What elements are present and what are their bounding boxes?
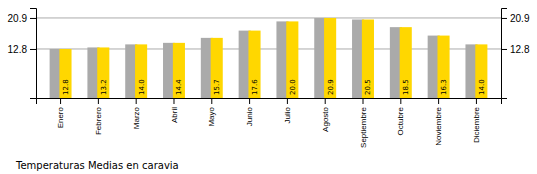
data-label: 14.4 <box>175 79 183 95</box>
tick-mark <box>400 98 401 104</box>
tick: Agosto <box>321 98 330 132</box>
tick-label: Mayo <box>207 106 216 126</box>
tick: Enero <box>56 98 65 128</box>
data-label: 14.0 <box>138 79 146 95</box>
data-label: 20.9 <box>327 79 335 95</box>
bar <box>324 18 336 98</box>
tick: Noviembre <box>434 98 443 146</box>
tick-mark <box>438 98 439 104</box>
bar <box>59 49 71 98</box>
tick-mark <box>476 98 477 104</box>
bar <box>211 38 223 98</box>
data-label: 20.5 <box>364 79 372 95</box>
tick: Mayo <box>207 98 216 127</box>
grid-line <box>36 17 501 18</box>
tick-label: Diciembre <box>472 106 481 143</box>
tick: 20.9 <box>501 13 530 24</box>
tick: Febrero <box>94 98 103 135</box>
bar <box>475 44 487 98</box>
tick-mark <box>30 49 36 50</box>
tick-label: Noviembre <box>434 106 443 145</box>
tick: Septiembre <box>359 98 368 148</box>
tick-label: Enero <box>56 106 65 128</box>
tick: 12.8 <box>8 44 36 55</box>
bars <box>50 18 488 98</box>
y-axis: 12.8 20.9 <box>8 9 37 99</box>
axis-line <box>502 9 508 99</box>
data-label: 20.0 <box>289 79 297 95</box>
tick-label: 12.8 <box>8 44 28 55</box>
tick-label: Octubre <box>396 106 405 135</box>
tick-mark <box>173 98 174 104</box>
tick: Octubre <box>396 98 405 135</box>
tick-label: 20.9 <box>510 13 530 24</box>
tick-label: Marzo <box>132 106 141 129</box>
data-label: 12.8 <box>62 79 70 95</box>
bar <box>97 47 109 98</box>
tick-label: Junio <box>245 106 254 126</box>
tick-label: 20.9 <box>8 13 28 24</box>
data-label: 16.3 <box>440 79 448 95</box>
bar <box>286 21 298 98</box>
bar <box>173 43 185 98</box>
tick-mark <box>501 49 507 50</box>
data-label: 15.7 <box>213 79 221 95</box>
tick-label: Septiembre <box>359 106 368 147</box>
bar-series <box>59 18 487 98</box>
bar <box>437 36 449 98</box>
tick-mark <box>501 18 507 19</box>
tick-label: Julio <box>283 106 292 123</box>
tick: 20.9 <box>8 13 36 24</box>
bar-series <box>50 18 478 98</box>
tick-mark <box>211 98 212 104</box>
data-label: 14.0 <box>478 79 486 95</box>
data-labels: 12.8 13.2 14.0 14.4 15.7 17.6 20.0 20.9 20.5 18.5… <box>62 79 486 95</box>
tick: Marzo <box>132 98 141 129</box>
tick-mark <box>249 98 250 104</box>
tick: Diciembre <box>472 98 481 143</box>
axis-line <box>37 99 502 105</box>
tick: 12.8 <box>501 44 530 55</box>
y2-axis: 12.8 20.9 <box>501 9 530 99</box>
tick-mark <box>98 98 99 104</box>
x-axis: Enero Febrero Marzo Abril Mayo Junio Julio Agos… <box>37 98 502 148</box>
tick: Junio <box>245 98 254 126</box>
title: Temperaturas Medias en caravia <box>15 160 179 171</box>
tick-mark <box>60 98 61 104</box>
tick-mark <box>136 98 137 104</box>
tick-mark <box>30 18 36 19</box>
tick-mark <box>287 98 288 104</box>
tick-label: Agosto <box>321 106 330 131</box>
axis-line <box>30 9 37 99</box>
tick-label: Abril <box>170 107 179 123</box>
chart-container: 12.8 20.9 12.8 20.9 Enero Febrero Marzo Abril Ma… <box>0 0 537 174</box>
data-label: 17.6 <box>251 79 259 95</box>
tick-mark <box>363 98 364 104</box>
tick-mark <box>325 98 326 104</box>
data-label: 18.5 <box>402 79 410 95</box>
bar <box>400 27 412 98</box>
chart: 12.8 20.9 12.8 20.9 Enero Febrero Marzo Abril Ma… <box>0 0 537 174</box>
tick-label: 12.8 <box>510 44 530 55</box>
tick: Abril <box>170 98 179 123</box>
bar <box>135 44 147 98</box>
tick-label: Febrero <box>94 106 103 135</box>
bar <box>248 31 260 98</box>
data-label: 13.2 <box>100 79 108 95</box>
tick: Julio <box>283 98 292 123</box>
bar <box>362 19 374 98</box>
